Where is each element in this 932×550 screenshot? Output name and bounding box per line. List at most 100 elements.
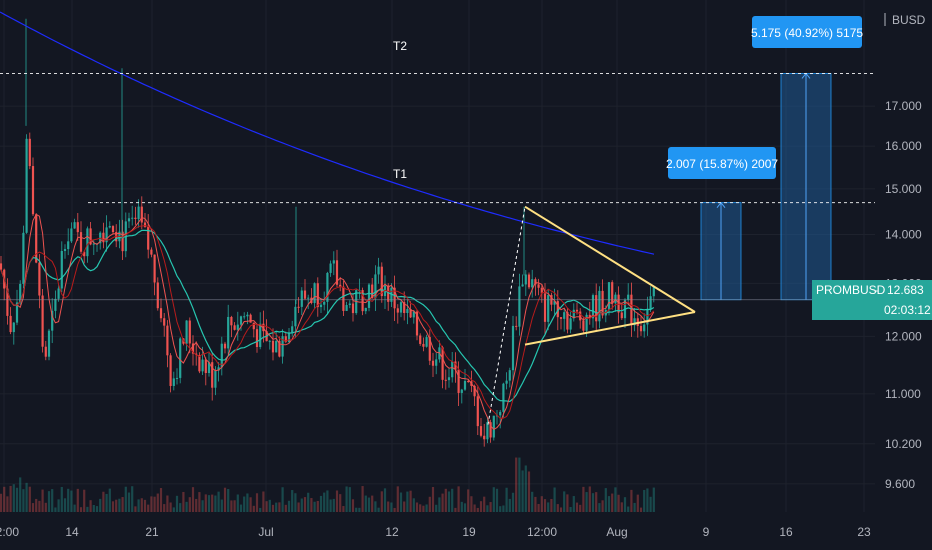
candle-body[interactable] (95, 243, 99, 245)
candle-body[interactable] (243, 316, 246, 318)
candle-body[interactable] (518, 286, 521, 327)
candle-body[interactable] (259, 323, 262, 348)
candle-body[interactable] (396, 308, 399, 313)
candle-body[interactable] (307, 297, 310, 299)
candle-body[interactable] (531, 279, 534, 288)
candle-body[interactable] (6, 288, 9, 316)
candle-body[interactable] (41, 295, 44, 347)
candle-body[interactable] (540, 287, 543, 294)
candle-body[interactable] (255, 329, 259, 348)
candle-body[interactable] (326, 272, 329, 302)
candle-body[interactable] (12, 322, 15, 333)
candle-body[interactable] (633, 318, 636, 326)
candle-body[interactable] (89, 228, 92, 245)
candle-body[interactable] (505, 380, 508, 384)
candle-body[interactable] (543, 293, 547, 322)
candle-body[interactable] (406, 309, 409, 313)
candle-body[interactable] (371, 284, 374, 299)
candle-body[interactable] (73, 222, 76, 229)
candle-body[interactable] (204, 359, 207, 374)
candle-body[interactable] (233, 325, 236, 330)
candle-body[interactable] (86, 228, 89, 257)
candle-body[interactable] (127, 218, 131, 222)
candle-body[interactable] (35, 214, 38, 263)
candle-body[interactable] (393, 287, 396, 309)
candle-body[interactable] (223, 343, 227, 349)
candle-body[interactable] (287, 332, 291, 343)
candle-body[interactable] (291, 326, 294, 333)
candle-body[interactable] (511, 325, 515, 371)
candle-body[interactable] (547, 295, 550, 322)
candle-body[interactable] (460, 389, 463, 393)
candle-body[interactable] (22, 232, 25, 284)
candle-body[interactable] (329, 263, 332, 273)
candle-body[interactable] (572, 309, 575, 319)
candle-body[interactable] (556, 301, 559, 318)
candle-body[interactable] (201, 359, 204, 372)
candle-body[interactable] (601, 290, 604, 316)
candle-body[interactable] (579, 311, 582, 321)
candle-body[interactable] (399, 302, 403, 313)
candle-body[interactable] (278, 340, 281, 357)
candle-body[interactable] (313, 283, 316, 304)
candle-body[interactable] (412, 311, 415, 318)
candle-body[interactable] (166, 325, 169, 356)
candle-body[interactable] (38, 262, 41, 296)
candle-body[interactable] (140, 206, 143, 223)
candle-body[interactable] (163, 318, 166, 326)
candle-body[interactable] (51, 310, 54, 331)
candle-body[interactable] (67, 241, 70, 250)
candle-body[interactable] (585, 314, 588, 331)
candle-body[interactable] (227, 316, 230, 349)
candle-body[interactable] (435, 359, 438, 366)
candle-body[interactable] (499, 411, 502, 416)
candle-body[interactable] (425, 337, 428, 347)
candle-body[interactable] (236, 324, 239, 330)
candle-body[interactable] (527, 274, 531, 288)
candle-body[interactable] (380, 266, 383, 297)
candle-body[interactable] (239, 316, 243, 325)
candle-body[interactable] (591, 295, 595, 319)
candle-body[interactable] (57, 288, 60, 299)
candle-body[interactable] (377, 266, 380, 275)
candle-body[interactable] (169, 355, 172, 386)
candle-body[interactable] (147, 227, 150, 250)
candle-body[interactable] (588, 314, 591, 319)
candle-body[interactable] (25, 138, 28, 233)
candle-body[interactable] (111, 226, 115, 233)
candle-body[interactable] (342, 286, 345, 311)
candle-body[interactable] (303, 290, 307, 299)
candle-body[interactable] (524, 274, 527, 285)
candle-body[interactable] (649, 296, 652, 309)
candle-body[interactable] (31, 166, 35, 215)
candle-body[interactable] (643, 324, 646, 332)
candle-body[interactable] (569, 318, 572, 330)
candle-body[interactable] (115, 232, 118, 242)
candle-body[interactable] (367, 284, 371, 308)
candle-body[interactable] (131, 217, 134, 219)
candle-body[interactable] (582, 320, 585, 331)
candle-body[interactable] (422, 343, 425, 347)
candle-body[interactable] (431, 360, 435, 366)
candle-body[interactable] (639, 325, 643, 332)
candle-body[interactable] (268, 340, 271, 342)
candle-body[interactable] (332, 260, 335, 264)
candle-body[interactable] (534, 279, 537, 285)
candle-body[interactable] (214, 370, 217, 388)
candle-body[interactable] (351, 303, 355, 314)
candle-body[interactable] (467, 381, 470, 383)
candle-body[interactable] (211, 362, 214, 388)
candle-body[interactable] (172, 378, 175, 386)
triangle-upper-line[interactable] (524, 205, 696, 313)
candle-body[interactable] (28, 138, 31, 167)
candle-body[interactable] (153, 254, 156, 283)
triangle-lower-line[interactable] (524, 311, 696, 346)
candle-body[interactable] (175, 377, 179, 379)
candle-body[interactable] (447, 377, 451, 381)
candle-body[interactable] (537, 284, 540, 288)
candle-body[interactable] (563, 312, 566, 319)
candle-body[interactable] (508, 370, 511, 381)
candle-body[interactable] (521, 284, 524, 287)
candle-body[interactable] (284, 336, 287, 343)
candle-body[interactable] (230, 316, 233, 326)
